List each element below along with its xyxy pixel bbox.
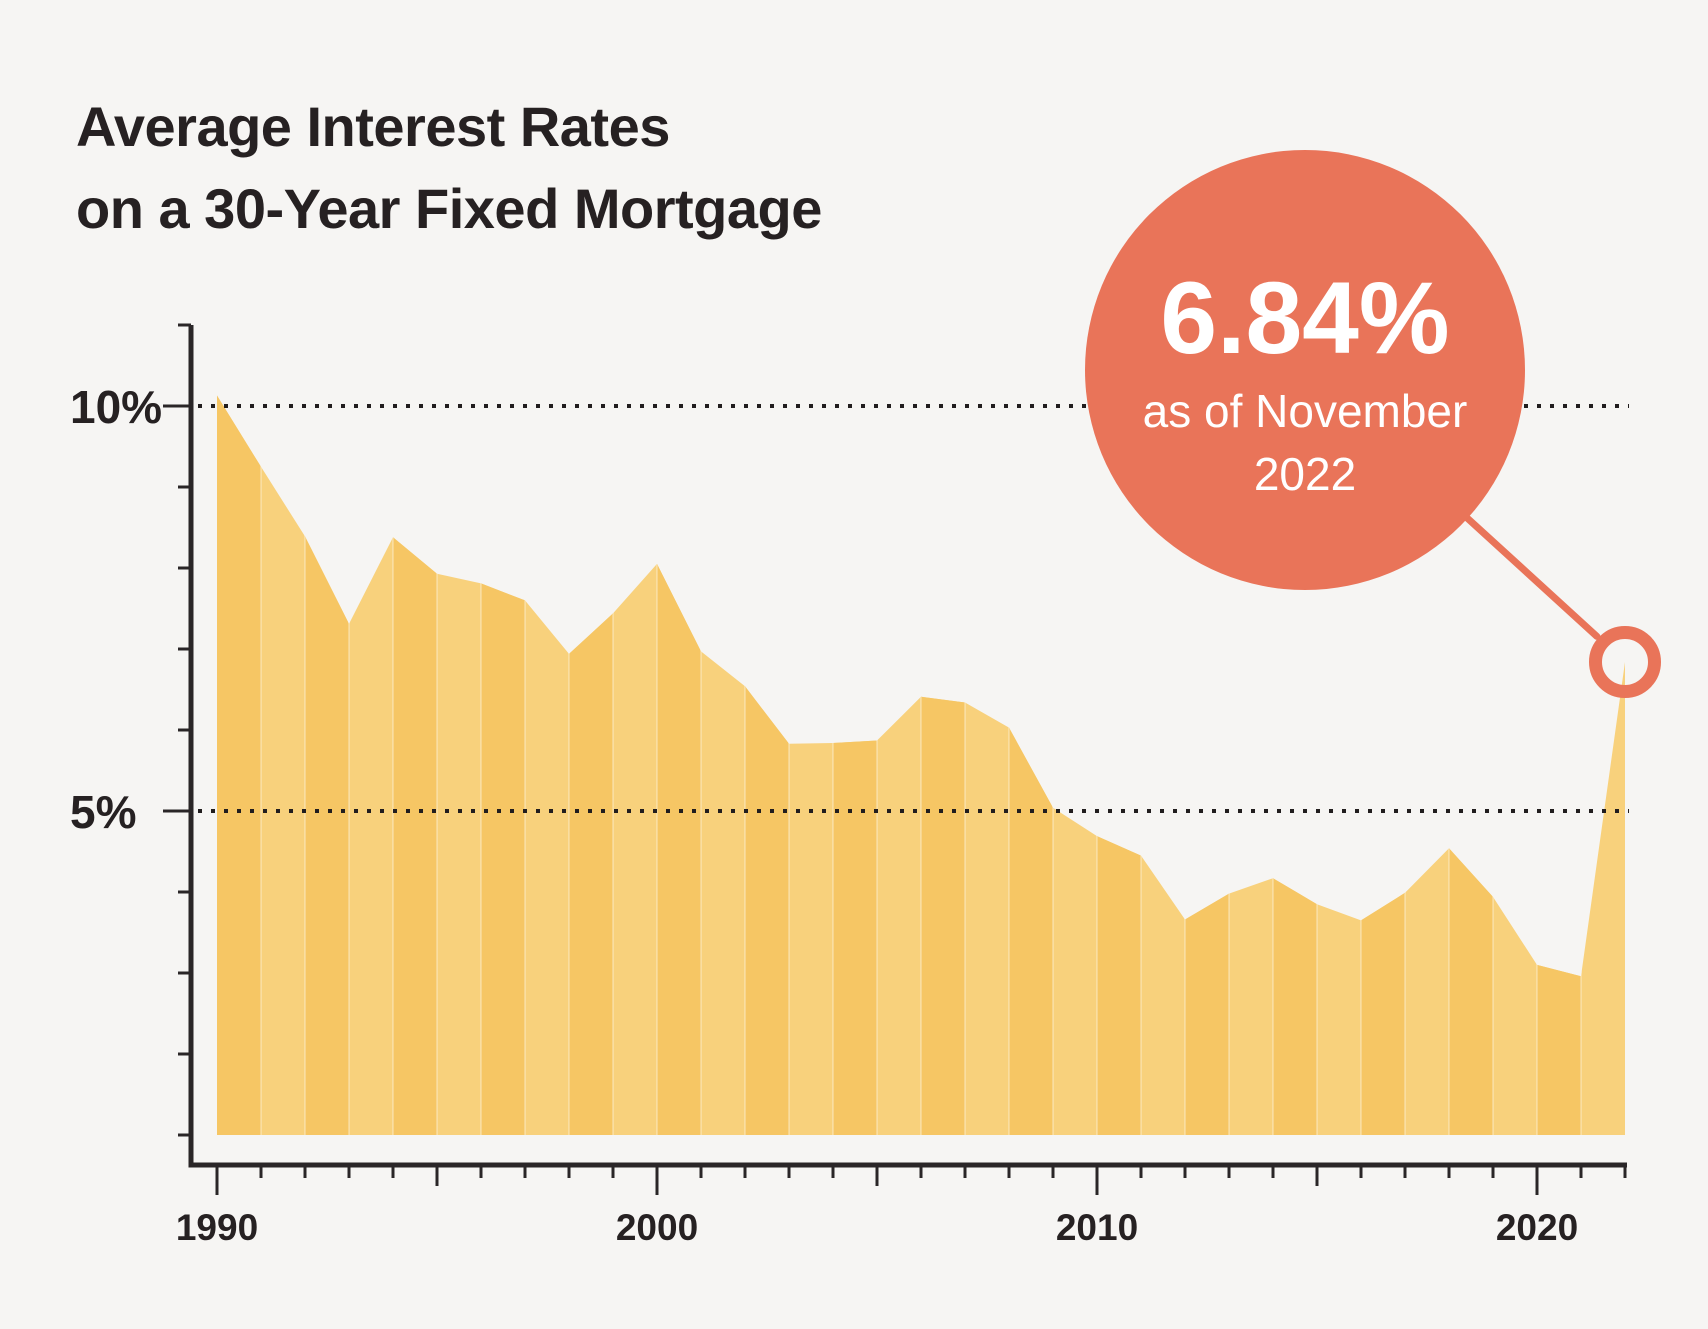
gridlines [198,404,1629,813]
y-axis-label-10%: 10% [70,381,162,433]
chart-title-line-2: on a 30-Year Fixed Mortgage [76,177,822,240]
axis-labels: 10% 5% 1990 2000 2010 2020 [70,381,1578,1248]
area-stripe-dark [481,395,525,1135]
area-stripe-dark [657,395,701,1135]
x-axis-label-2020: 2020 [1496,1207,1578,1248]
area-stripe-dark [393,395,437,1135]
axes [163,323,1627,1195]
x-axis-label-2000: 2000 [616,1207,698,1248]
chart-title-line-1: Average Interest Rates [76,95,670,158]
ring-marker-icon [1589,626,1661,698]
area-stripe-dark [1009,395,1053,1135]
area-stripe-dark [745,395,789,1135]
callout-leader-line [1464,514,1601,640]
area-stripe-dark [217,395,261,1135]
callout-caption-line-2: 2022 [1254,448,1356,500]
area-stripe-dark [569,395,613,1135]
data-point-marker [1589,626,1661,698]
x-axis-label-2010: 2010 [1056,1207,1138,1248]
area-stripe-dark [921,395,965,1135]
callout-leader [1464,514,1601,640]
y-axis-label-5%: 5% [70,786,136,838]
area-stripe-dark [1537,395,1581,1135]
callout-bubble [1085,150,1525,590]
x-axis-label-1990: 1990 [176,1207,258,1248]
area-stripe-dark [833,395,877,1135]
callout-value: 6.84% [1160,261,1449,375]
chart-title: Average Interest Rates on a 30-Year Fixe… [76,86,822,250]
callout-caption-line-1: as of November [1143,385,1468,437]
area-stripe-dark [305,395,349,1135]
